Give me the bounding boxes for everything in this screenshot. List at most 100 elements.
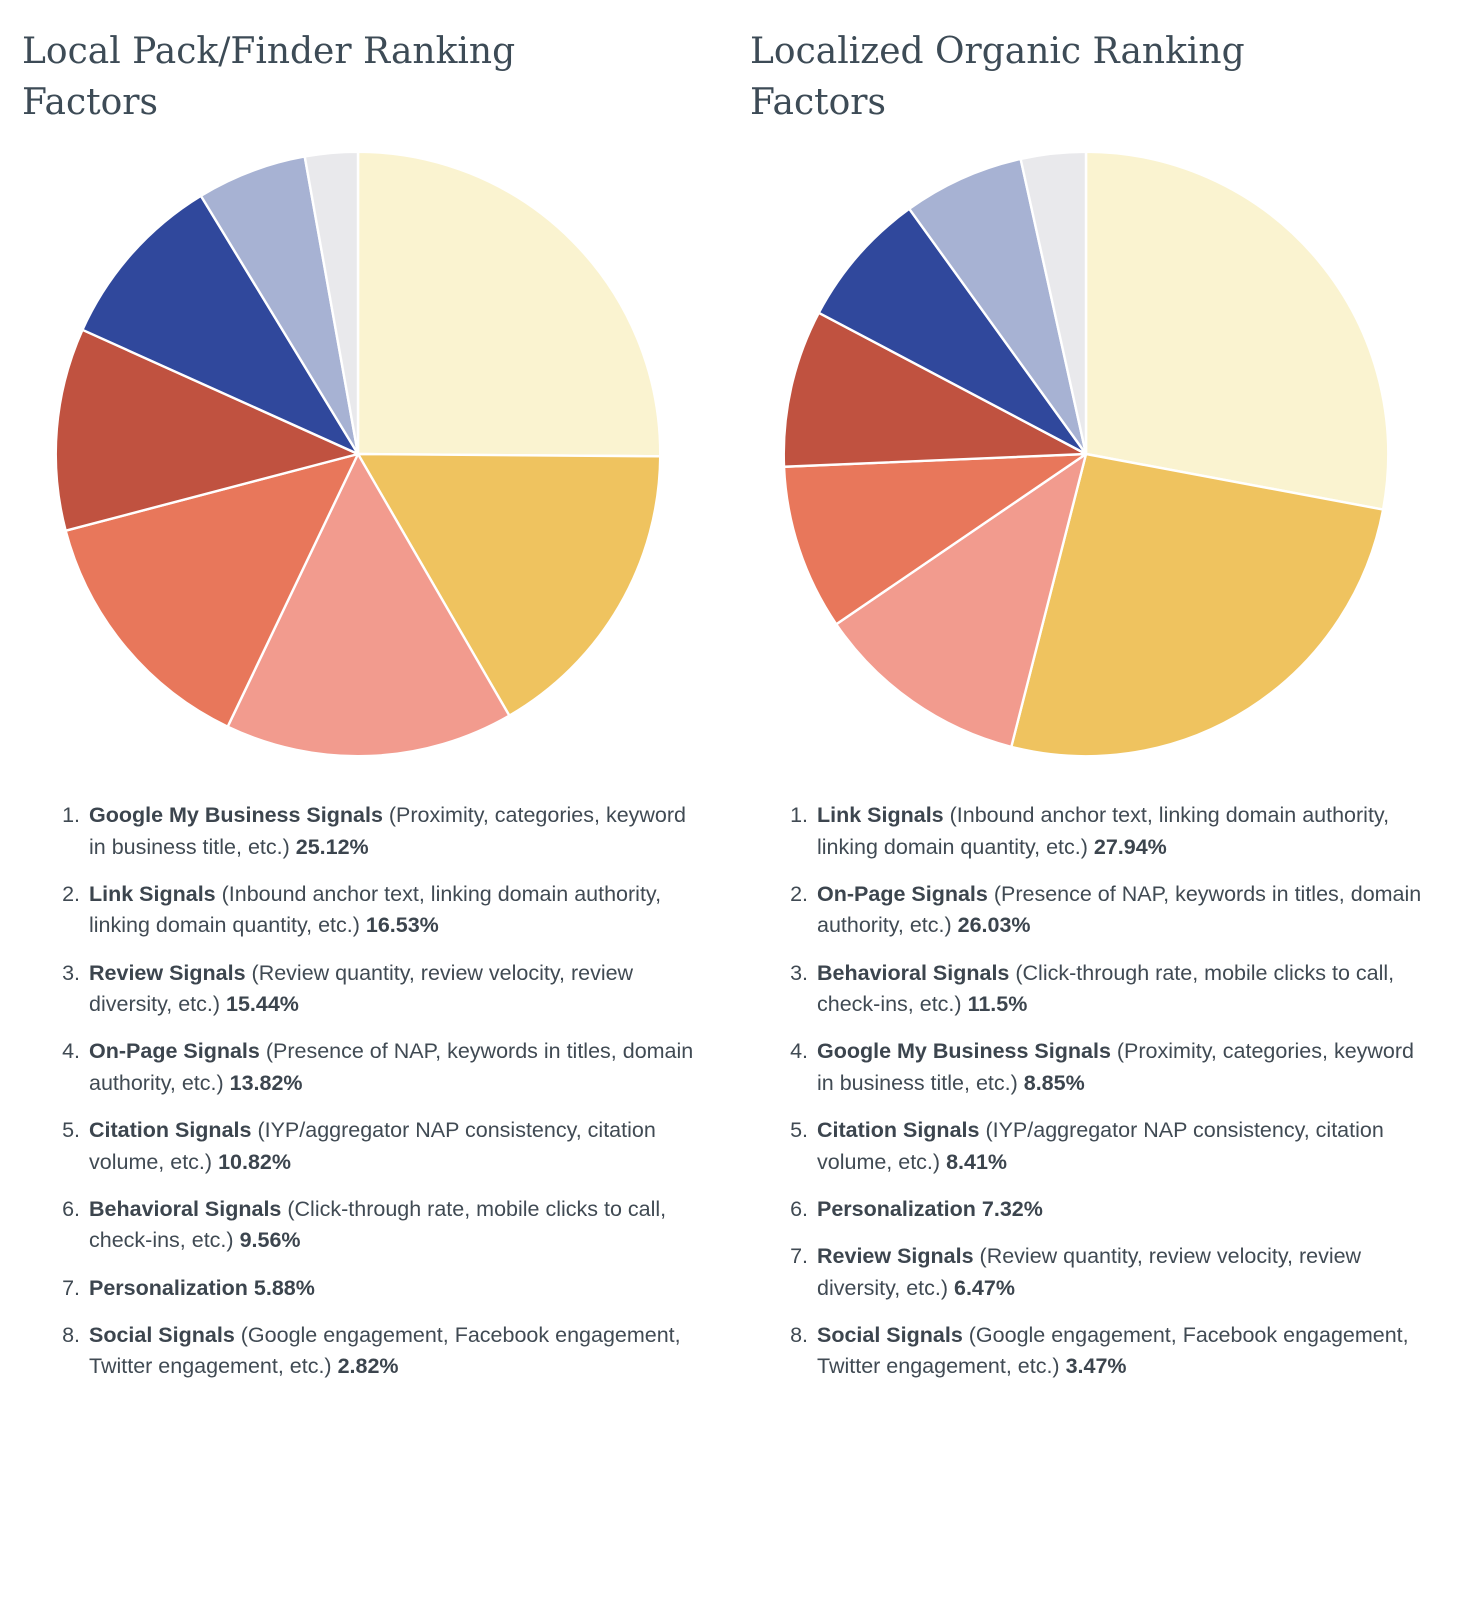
legend-item-desc: (Review quantity, review velocity, revie… [89,960,634,1017]
legend-item: 4. On-Page Signals (Presence of NAP, key… [48,1036,694,1099]
pie-slice-link-signals [1084,150,1390,511]
legend-item-desc: (Google engagement, Facebook engagement,… [817,1323,1409,1379]
legend-item-text: Link Signals (Inbound anchor text, linki… [89,879,694,942]
legend-item-number: 1. [790,803,808,828]
legend-item-name: Link Signals [89,881,216,906]
legend-item-percent: 16.53% [365,913,439,938]
chart-title-local-pack: Local Pack/Finder Ranking Factors [22,31,516,124]
legend-item: 7. Review Signals (Review quantity, revi… [776,1241,1422,1304]
legend-item-percent: 5.88% [253,1275,315,1300]
legend-item: 1. Google My Business Signals (Proximity… [48,800,694,863]
pie-slice-behavioral-signals [81,194,360,456]
legend-item-number: 2. [790,881,808,906]
pie-slice-social-signals [303,150,360,456]
legend-item-name: Google My Business Signals [817,1039,1111,1064]
legend-item-text: Citation Signals (IYP/aggregator NAP con… [817,1115,1422,1178]
legend-item-name: Review Signals [89,960,246,985]
legend-item-percent: 6.47% [954,1275,1015,1300]
pie-slice-behavioral-signals [835,453,1088,749]
legend-item-number: 4. [790,1039,808,1064]
pie-svg-localized-organic [782,150,1390,758]
pie-slice-social-signals [1019,150,1088,456]
legend-item-percent: 7.32% [981,1196,1043,1221]
localized-organic-column: Localized Organic Ranking Factors 1. Lin… [750,26,1422,1399]
legend-item-name: Google My Business Signals [89,803,383,828]
legend-item-number: 3. [790,960,808,985]
legend-item: 5. Citation Signals (IYP/aggregator NAP … [48,1115,694,1178]
legend-item-percent: 11.5% [967,992,1028,1017]
legend-item-desc: (Inbound anchor text, linking domain aut… [817,803,1390,859]
legend-item-name: Review Signals [817,1244,974,1269]
local-pack-column: Local Pack/Finder Ranking Factors 1. Goo… [22,26,694,1399]
legend-item-text: Review Signals (Review quantity, review … [89,958,694,1021]
legend-item-desc: (Presence of NAP, keywords in titles, do… [89,1039,694,1095]
legend-item: 3. Behavioral Signals (Click-through rat… [776,958,1422,1021]
legend-item: 6. Behavioral Signals (Click-through rat… [48,1194,694,1257]
legend-item-desc: (Inbound anchor text, linking domain aut… [89,881,662,938]
legend-item-name: Behavioral Signals [89,1196,282,1221]
legend-item-desc: (Click-through rate, mobile clicks to ca… [817,960,1395,1017]
legend-item-percent: 25.12% [295,834,369,859]
legend-item-text: Personalization 5.88% [89,1273,694,1304]
legend-item: 4. Google My Business Signals (Proximity… [776,1036,1422,1099]
legend-item-name: Social Signals [817,1323,963,1348]
legend-item-percent: 8.41% [946,1149,1008,1174]
legend-item-text: Behavioral Signals (Click-through rate, … [89,1194,694,1257]
pie-slice-citation-signals [782,311,1088,469]
legend-item-number: 4. [62,1039,80,1064]
legend-item-number: 6. [790,1196,808,1221]
legend-item-percent: 15.44% [226,992,299,1017]
legend-item-name: Citation Signals [817,1118,980,1143]
pie-slice-citation-signals [54,328,360,533]
legend-item-desc: (Click-through rate, mobile clicks to ca… [89,1196,667,1253]
legend-item-name: Personalization [89,1275,248,1300]
legend-item-name: Social Signals [89,1323,235,1348]
legend-item-text: Google My Business Signals (Proximity, c… [89,800,694,863]
legend-item-desc: (IYP/aggregator NAP consistency, citatio… [817,1118,1384,1174]
legend-item: 8. Social Signals (Google engagement, Fa… [776,1320,1422,1383]
legend-item-text: Social Signals (Google engagement, Faceb… [89,1320,694,1383]
legend-item-number: 7. [62,1275,80,1300]
legend-item-percent: 8.85% [1023,1070,1085,1095]
pie-slice-on-page-signals [64,453,360,729]
legend-item-desc: (Review quantity, review velocity, revie… [817,1244,1362,1300]
page: Local Pack/Finder Ranking Factors 1. Goo… [22,26,1422,1399]
legend-item-text: Review Signals (Review quantity, review … [817,1241,1422,1304]
legend-item: 8. Social Signals (Google engagement, Fa… [48,1320,694,1383]
legend-item-text: On-Page Signals (Presence of NAP, keywor… [817,879,1422,942]
legend-item: 3. Review Signals (Review quantity, revi… [48,958,694,1021]
legend-item-desc: (IYP/aggregator NAP consistency, citatio… [89,1118,656,1174]
legend-item-name: Citation Signals [89,1118,252,1143]
legend-local-pack: 1. Google My Business Signals (Proximity… [22,800,694,1383]
legend-item-number: 3. [62,960,80,985]
legend-item-name: Behavioral Signals [817,960,1010,985]
legend-item-desc: (Presence of NAP, keywords in titles, do… [817,881,1422,938]
pie-chart-localized-organic [776,144,1396,764]
legend-item-number: 8. [790,1323,808,1348]
legend-item: 7. Personalization 5.88% [48,1273,694,1304]
pie-chart-local-pack [48,144,668,764]
legend-item-number: 2. [62,881,80,906]
legend-item-number: 5. [62,1118,80,1143]
legend-item-text: Behavioral Signals (Click-through rate, … [817,958,1422,1021]
legend-item-percent: 27.94% [1093,834,1167,859]
legend-item-name: On-Page Signals [817,881,988,906]
legend-item-text: Citation Signals (IYP/aggregator NAP con… [89,1115,694,1178]
legend-item-percent: 2.82% [337,1354,399,1379]
pie-slice-personalization [817,207,1088,456]
pie-slice-google-my-business-signals [782,453,1088,626]
legend-item-number: 1. [62,803,80,828]
legend-item-desc: (Proximity, categories, keyword in busin… [817,1039,1414,1095]
pie-slice-link-signals [356,453,662,718]
legend-item-name: On-Page Signals [89,1039,260,1064]
legend-item-name: Link Signals [817,803,944,828]
legend-item-text: Personalization 7.32% [817,1194,1422,1225]
legend-item-text: On-Page Signals (Presence of NAP, keywor… [89,1036,694,1099]
legend-item-name: Personalization [817,1196,976,1221]
legend-item: 5. Citation Signals (IYP/aggregator NAP … [776,1115,1422,1178]
pie-slice-google-my-business-signals [356,150,662,458]
legend-item-percent: 10.82% [218,1149,291,1174]
pie-svg-local-pack [54,150,662,758]
legend-item-percent: 3.47% [1065,1354,1127,1379]
legend-item-text: Link Signals (Inbound anchor text, linki… [817,800,1422,863]
